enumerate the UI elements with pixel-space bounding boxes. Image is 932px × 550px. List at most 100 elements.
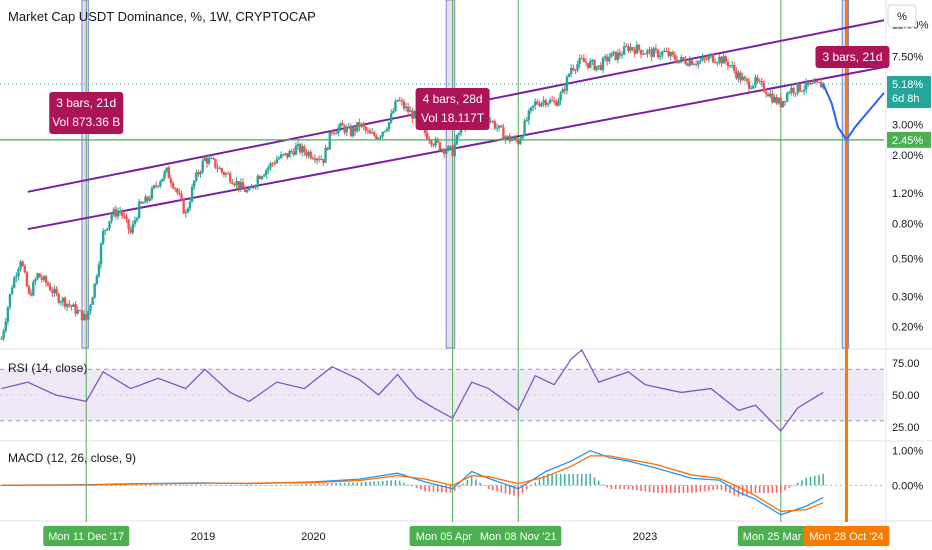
candle <box>652 46 655 58</box>
candle-body <box>57 293 60 303</box>
candle-body <box>506 135 509 137</box>
candle <box>661 50 664 60</box>
macd-histogram-bar <box>246 485 248 487</box>
candle <box>709 52 713 59</box>
candle <box>533 98 537 110</box>
date-marker-badge-bg <box>737 526 824 546</box>
percent-scale-button[interactable]: % <box>887 4 917 28</box>
candle-body <box>178 192 181 195</box>
candle <box>451 144 454 157</box>
candle <box>489 117 492 124</box>
candle <box>341 120 344 126</box>
candle-body <box>345 127 348 133</box>
candle-body <box>796 83 799 94</box>
candle-body <box>574 69 577 71</box>
macd-histogram-bar <box>805 477 808 486</box>
candle <box>303 144 306 156</box>
candle-body <box>6 307 10 322</box>
macd-histogram-bar <box>453 485 456 492</box>
candle <box>176 187 179 196</box>
candle <box>644 52 647 55</box>
candle <box>269 161 272 171</box>
candle <box>550 95 554 102</box>
candle-body <box>383 130 387 132</box>
candle-body <box>608 57 611 62</box>
candle-body <box>152 185 156 189</box>
candle <box>216 163 219 173</box>
macd-histogram-bar <box>148 484 151 486</box>
candle <box>648 46 651 55</box>
candle <box>805 78 808 94</box>
candle <box>70 304 73 311</box>
candle-body <box>245 190 249 193</box>
candle-body <box>42 276 46 280</box>
rsi-tick-label: 75.00 <box>892 358 920 370</box>
candle <box>157 185 160 189</box>
candle-body <box>362 124 365 127</box>
macd-histogram-bar <box>271 485 274 486</box>
candle-body <box>349 126 353 137</box>
macd-histogram-bar <box>576 473 579 486</box>
candle <box>538 100 541 108</box>
macd-histogram-bar <box>614 485 617 490</box>
candle-body <box>680 57 683 60</box>
candle <box>370 128 374 135</box>
macd-histogram-bar <box>513 485 515 496</box>
candle <box>529 106 533 115</box>
candle <box>447 145 450 152</box>
candle-body <box>425 132 429 140</box>
candle <box>637 44 641 53</box>
macd-histogram-bar <box>339 482 342 486</box>
candle-body <box>82 314 86 321</box>
candle-body <box>233 183 236 186</box>
candle <box>521 134 524 140</box>
candle-body <box>493 121 497 129</box>
macd-histogram-bar <box>331 483 333 486</box>
candle <box>387 121 391 133</box>
candle <box>108 221 111 232</box>
candle <box>201 158 204 175</box>
candle <box>788 90 791 95</box>
candle-body <box>557 100 560 106</box>
candle-body <box>766 93 770 97</box>
candle-body <box>775 96 778 104</box>
candle-body <box>783 101 787 103</box>
candle-body <box>756 77 759 82</box>
macd-histogram-bar <box>788 485 791 488</box>
candle <box>59 300 63 306</box>
candle <box>212 156 215 160</box>
macd-histogram-bar <box>263 485 265 486</box>
candle-body <box>216 167 219 169</box>
candle-body <box>792 87 795 94</box>
candle-body <box>167 167 171 179</box>
candle <box>330 129 334 136</box>
candle <box>150 185 154 201</box>
candle-body <box>684 59 687 64</box>
candle-body <box>771 93 774 103</box>
candle-body <box>582 58 586 63</box>
date-marker-badge-bg <box>43 526 130 546</box>
candle-body <box>212 158 215 160</box>
macd-histogram-bar <box>636 485 638 491</box>
candle <box>99 242 103 269</box>
candle-body <box>512 137 516 140</box>
macd-histogram-bar <box>496 485 498 492</box>
macd-histogram-bar <box>623 485 625 490</box>
candle-body <box>226 173 230 175</box>
projection-line <box>822 83 885 142</box>
candle-body <box>639 49 643 55</box>
candle <box>258 174 262 180</box>
candle-body <box>235 181 238 186</box>
macd-histogram-bar <box>369 481 371 486</box>
candle-body <box>800 91 804 93</box>
candle <box>286 153 289 160</box>
candle <box>137 198 141 219</box>
macd-histogram-bar <box>585 473 587 486</box>
candle-body <box>491 121 495 123</box>
candle-body <box>654 48 658 50</box>
candle <box>785 91 789 103</box>
candle <box>716 61 719 67</box>
candle <box>618 48 622 59</box>
candle <box>675 55 679 65</box>
candle <box>449 145 452 150</box>
